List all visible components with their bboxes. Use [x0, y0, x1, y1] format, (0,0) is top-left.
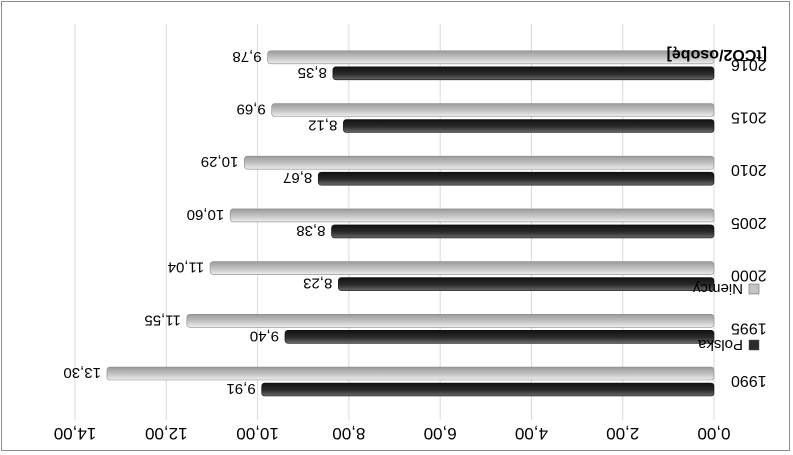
data-label: 8,23: [303, 275, 332, 292]
x-tick-label: 4,00: [515, 424, 548, 443]
data-label: 8,35: [298, 64, 327, 81]
legend-swatch: [748, 339, 760, 351]
data-label: 9,69: [237, 101, 266, 118]
category-label: 2000: [731, 267, 767, 284]
axis-unit-label: [tCO2/osobę]: [667, 46, 767, 63]
legend-label: Niemcy: [692, 280, 743, 297]
data-label: 10,29: [201, 153, 239, 170]
bar-niemcy: [267, 50, 715, 65]
data-label: 8,38: [296, 222, 325, 239]
bar-niemcy: [209, 261, 715, 275]
bar-polska: [284, 330, 715, 344]
data-label: 8,12: [308, 117, 337, 134]
bar-niemcy: [186, 314, 715, 328]
bar-niemcy: [244, 155, 715, 170]
category-label: 1990: [731, 372, 767, 389]
data-label: 11,55: [144, 311, 180, 328]
data-label: 13,30: [63, 364, 101, 381]
data-label: 11,04: [168, 259, 204, 276]
data-label: 9,40: [250, 327, 279, 344]
category-label: 2016: [731, 56, 767, 73]
data-label: 9,78: [232, 48, 261, 65]
legend-swatch: [748, 283, 760, 295]
data-label: 8,67: [283, 169, 312, 186]
x-tick-label: 10,00: [236, 424, 279, 443]
category-label: 2005: [731, 214, 767, 231]
legend-label: Polska: [697, 336, 743, 353]
bar-niemcy: [271, 103, 715, 117]
bar-niemcy: [229, 208, 715, 223]
x-tick-label: 2,00: [606, 424, 639, 443]
bar-polska: [343, 119, 715, 133]
bar-polska: [338, 277, 715, 291]
x-tick-label: 6,00: [424, 424, 457, 443]
chart-body: 0,00 2,00 4,00 6,00 8,00 10,00 12,00 14,00 1990 9…: [54, 24, 767, 443]
x-tick-label: 0,00: [697, 424, 730, 443]
bar-polska: [332, 66, 715, 81]
bar-polska: [317, 171, 715, 186]
data-label: 10,60: [187, 206, 225, 223]
category-label: 2010: [731, 161, 767, 178]
category-label: 1995: [731, 319, 767, 336]
bar-niemcy: [106, 366, 715, 381]
bar-polska: [331, 224, 715, 239]
bar-chart: 0,00 2,00 4,00 6,00 8,00 10,00 12,00 14,00 1990 9…: [54, 24, 767, 443]
x-tick-label: 14,00: [54, 424, 97, 443]
category-label: 2015: [731, 109, 767, 126]
x-tick-label: 8,00: [332, 424, 365, 443]
bar-polska: [261, 382, 715, 397]
data-label: 9,91: [226, 380, 255, 397]
x-tick-label: 12,00: [145, 424, 188, 443]
